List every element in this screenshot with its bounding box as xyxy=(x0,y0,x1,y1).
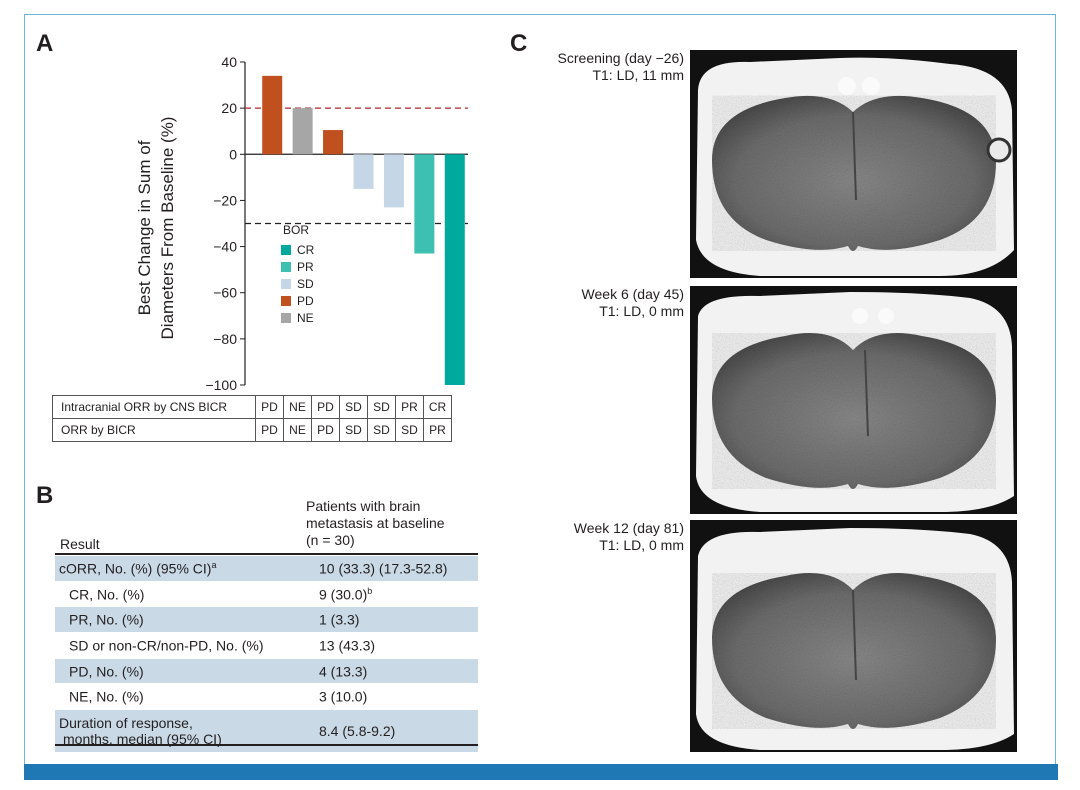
row-label: ORR by BICR xyxy=(52,418,256,442)
row-value: 4 (13.3) xyxy=(315,657,478,684)
mri-scan-week6 xyxy=(690,286,1017,514)
header-column: Patients with brain metastasis at baseli… xyxy=(306,498,445,549)
legend-title: BOR xyxy=(283,223,309,237)
table-cell: NE xyxy=(283,395,312,419)
legend-swatch xyxy=(281,262,291,272)
y-tick-label: 0 xyxy=(229,146,237,162)
panel-a-label: A xyxy=(36,30,54,57)
row-value: 13 (43.3) xyxy=(315,632,478,659)
bar-pd xyxy=(323,130,344,155)
table-cell: PR xyxy=(423,418,452,442)
row-label: SD or non-CR/non-PD, No. (%) xyxy=(55,632,315,659)
y-axis-label-line1: Best Change in Sum of xyxy=(135,140,154,315)
y-tick-label: −20 xyxy=(213,192,237,208)
results-table: cORR, No. (%) (95% CI)a 10 (33.3) (17.3-… xyxy=(55,555,478,753)
y-tick-label: −80 xyxy=(213,331,237,347)
row-label: Intracranial ORR by CNS BICR xyxy=(52,395,256,419)
table-cell: PD xyxy=(255,418,284,442)
table-cell: NE xyxy=(283,418,312,442)
table-row: SD or non-CR/non-PD, No. (%) 13 (43.3) xyxy=(55,632,478,659)
table-row: NE, No. (%) 3 (10.0) xyxy=(55,683,478,710)
row-label: NE, No. (%) xyxy=(55,683,315,710)
row-value: 10 (33.3) (17.3-52.8) xyxy=(315,555,478,582)
table-cell: PD xyxy=(255,395,284,419)
y-tick-label: −60 xyxy=(213,285,237,301)
header-result: Result xyxy=(60,536,100,552)
scan-label-screening: Screening (day −26) T1: LD, 11 mm xyxy=(557,50,684,83)
scan-label-week6: Week 6 (day 45) T1: LD, 0 mm xyxy=(581,286,684,319)
y-tick-label: 40 xyxy=(221,54,237,70)
table-row: CR, No. (%) 9 (30.0)b xyxy=(55,580,478,607)
scan-label-week12: Week 12 (day 81) T1: LD, 0 mm xyxy=(573,520,684,553)
row-label: CR, No. (%) xyxy=(55,580,315,607)
waterfall-chart: Best Change in Sum of Diameters From Bas… xyxy=(135,54,468,393)
table-cell: PR xyxy=(395,395,424,419)
legend-swatch xyxy=(281,296,291,306)
table-row: PD, No. (%) 4 (13.3) xyxy=(55,657,478,684)
legend-label: CR xyxy=(297,243,315,257)
mri-scan-week12 xyxy=(690,520,1017,752)
legend-label: SD xyxy=(297,277,314,291)
table-row: PR, No. (%) 1 (3.3) xyxy=(55,606,478,633)
table-top-rule xyxy=(55,553,478,555)
table-row: Intracranial ORR by CNS BICR PD NE PD SD… xyxy=(52,395,452,419)
bar-sd xyxy=(353,154,374,189)
row-label: PD, No. (%) xyxy=(55,657,315,684)
row-value: 3 (10.0) xyxy=(315,683,478,710)
results-table-header: Result Patients with brain metastasis at… xyxy=(58,498,478,552)
y-tick-label: −100 xyxy=(205,377,237,393)
legend-swatch xyxy=(281,245,291,255)
table-cell: SD xyxy=(367,395,396,419)
table-row: ORR by BICR PD NE PD SD SD SD PR xyxy=(52,418,452,442)
y-tick-label: 20 xyxy=(221,100,237,116)
row-label: PR, No. (%) xyxy=(55,606,315,633)
table-cell: SD xyxy=(339,395,368,419)
panel-c-label: C xyxy=(510,30,528,57)
y-tick-label: −40 xyxy=(213,239,237,255)
bottom-band xyxy=(24,764,1058,780)
table-cell: CR xyxy=(423,395,452,419)
header-col-line1: Patients with brain xyxy=(306,498,421,514)
category-table: Intracranial ORR by CNS BICR PD NE PD SD… xyxy=(52,395,452,442)
table-cell: SD xyxy=(367,418,396,442)
legend-swatch xyxy=(281,279,291,289)
y-axis-label-line2: Diameters From Baseline (%) xyxy=(158,117,177,340)
table-cell: PD xyxy=(311,418,340,442)
header-col-line3: (n = 30) xyxy=(306,532,355,548)
table-bottom-rule xyxy=(55,744,478,746)
legend-label: NE xyxy=(297,311,314,325)
bar-sd xyxy=(383,154,404,208)
panel-b-label: B xyxy=(36,482,54,509)
header-col-line2: metastasis at baseline xyxy=(306,515,445,531)
table-row: cORR, No. (%) (95% CI)a 10 (33.3) (17.3-… xyxy=(55,555,478,582)
bar-ne xyxy=(292,108,313,155)
row-value: 1 (3.3) xyxy=(315,606,478,633)
mri-scan-screening xyxy=(690,50,1017,278)
legend-label: PR xyxy=(297,260,314,274)
row-value: 9 (30.0)b xyxy=(315,580,478,607)
legend-swatch xyxy=(281,313,291,323)
row-label: cORR, No. (%) (95% CI)a xyxy=(55,555,315,582)
table-cell: PD xyxy=(311,395,340,419)
table-cell: SD xyxy=(395,418,424,442)
bar-pd xyxy=(262,75,283,155)
table-cell: SD xyxy=(339,418,368,442)
bar-pr xyxy=(414,154,435,254)
bar-cr xyxy=(444,154,465,385)
legend-label: PD xyxy=(297,294,314,308)
